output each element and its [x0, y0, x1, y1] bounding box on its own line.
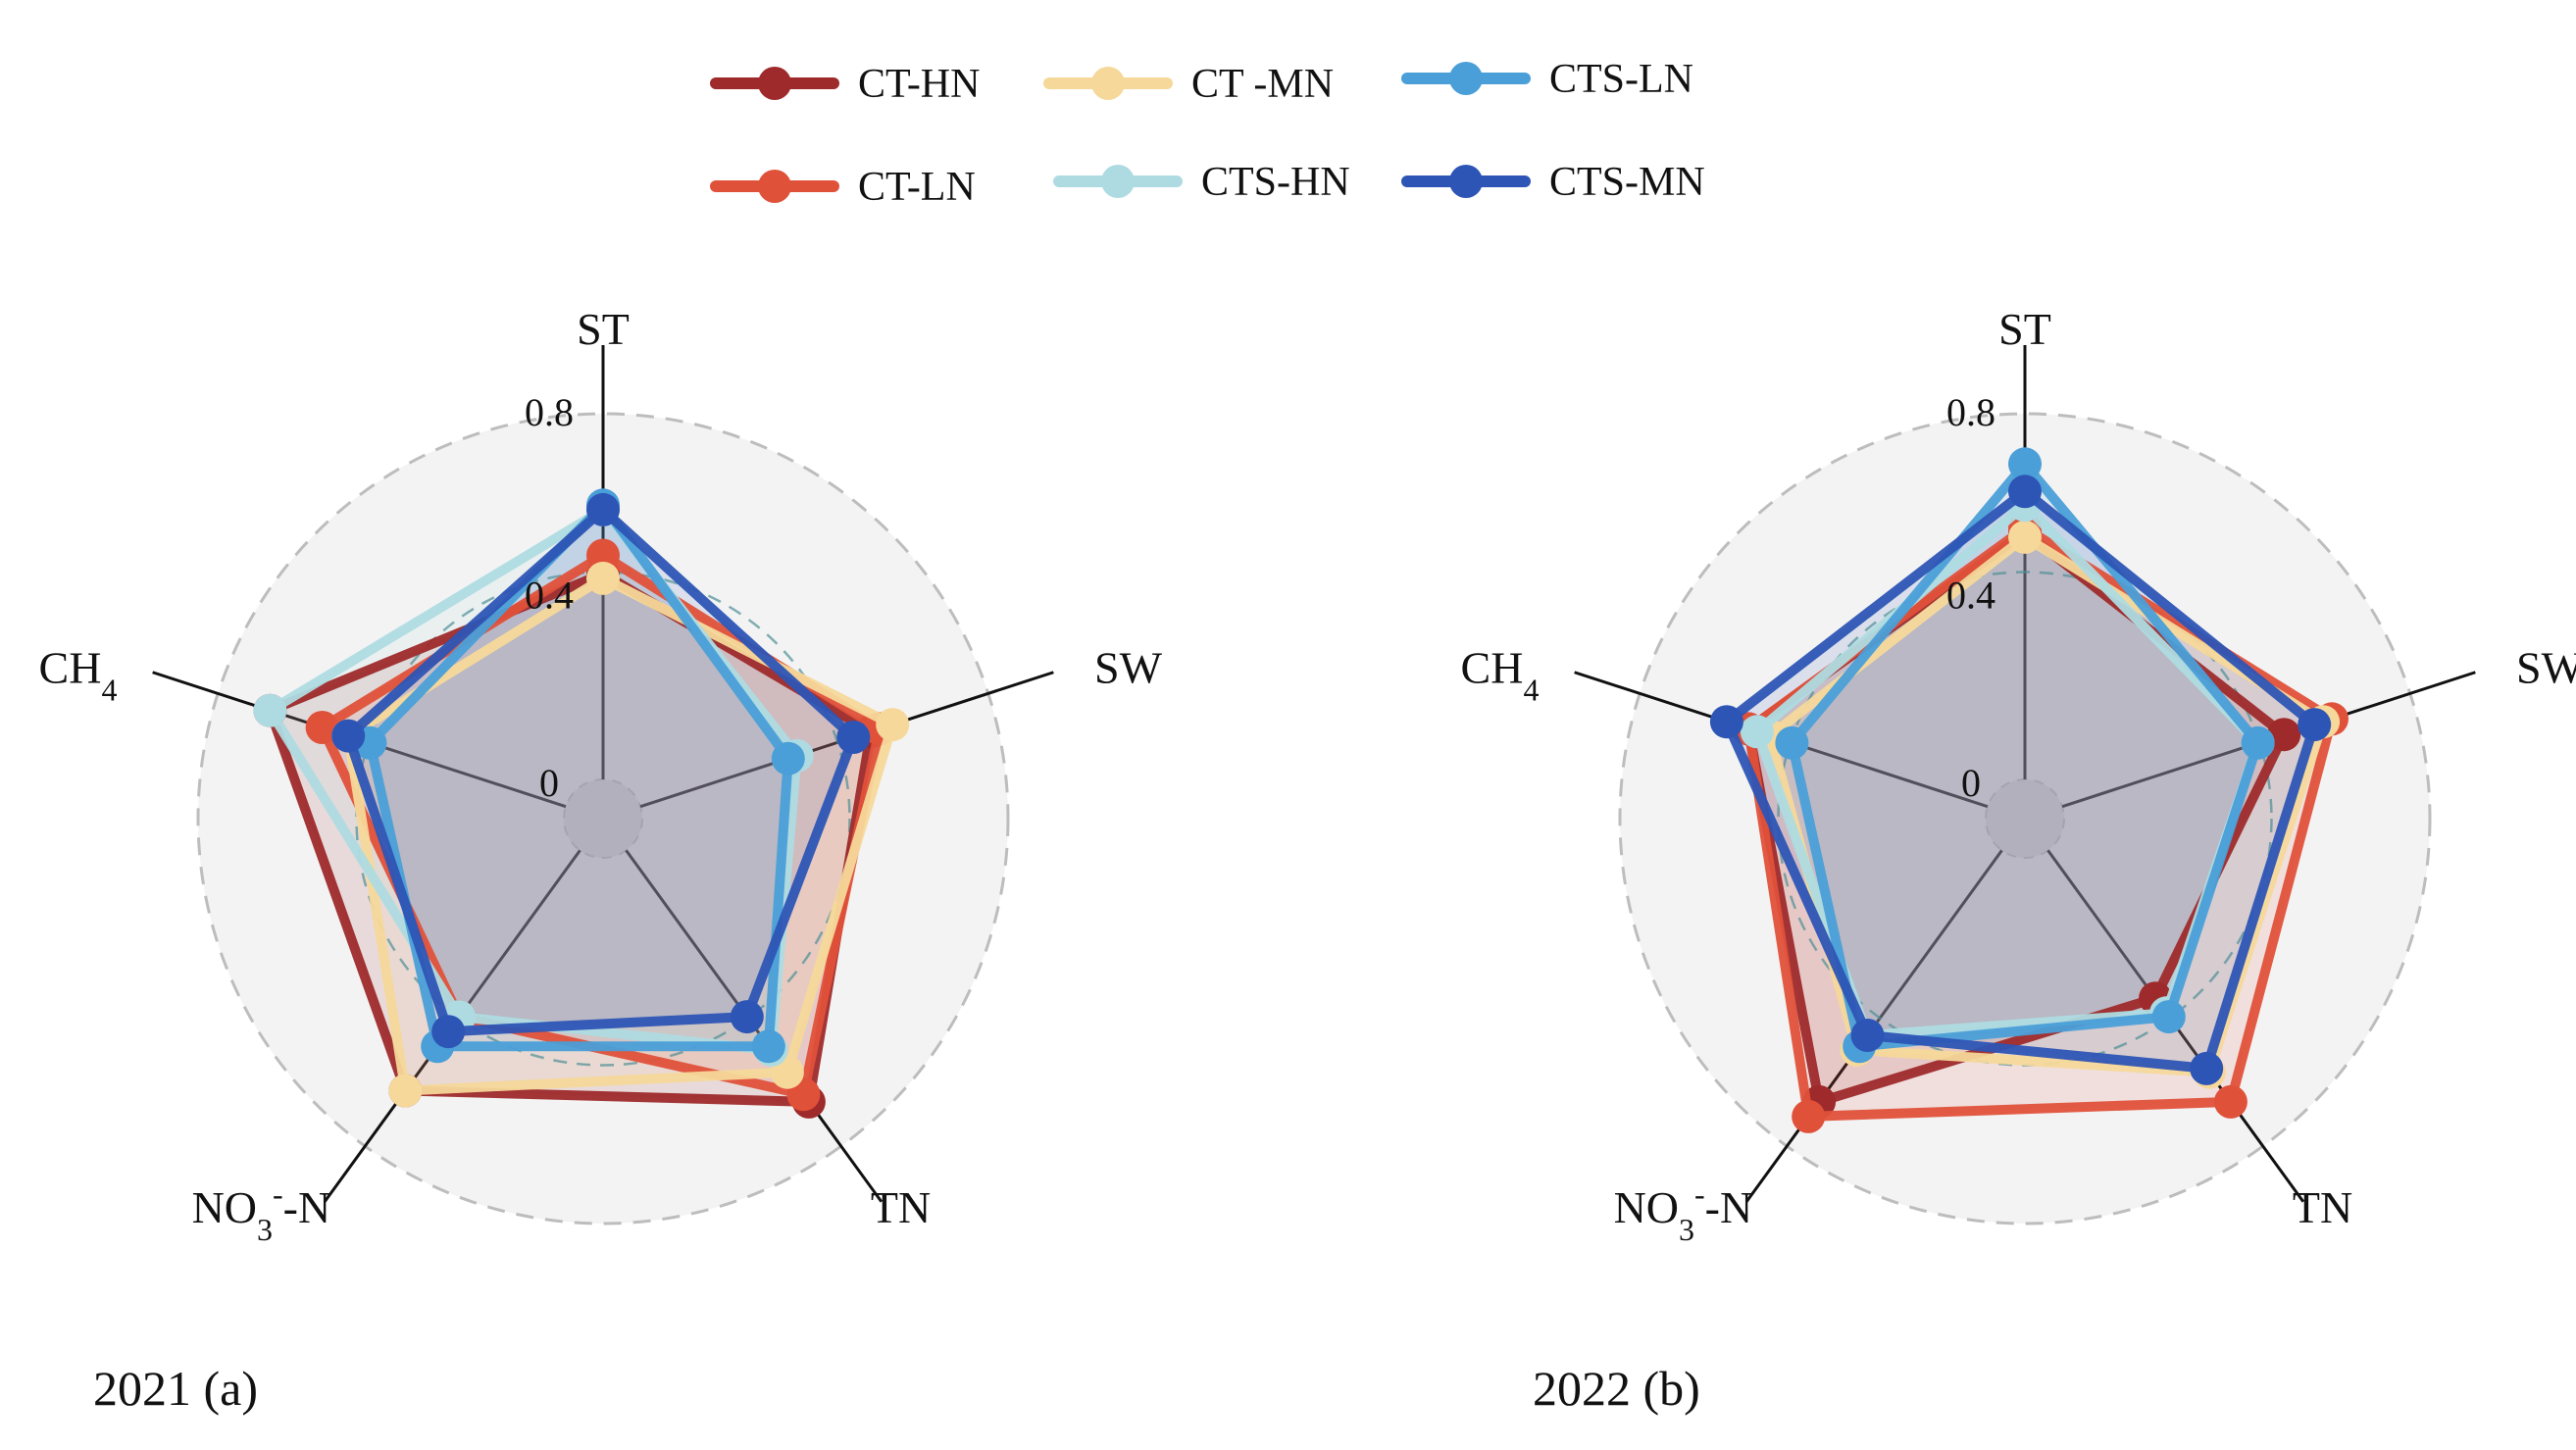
legend-item-cts-ln: CTS-LN — [1401, 57, 1693, 102]
series-cts-mn — [1709, 475, 2332, 1085]
data-point-cts-hn-ch4 — [253, 693, 287, 727]
series-line-ct-mn — [343, 573, 898, 1096]
tick-label: 0.8 — [525, 390, 574, 434]
data-point-cts-mn-tn — [2190, 1051, 2224, 1085]
legend-label-cts-hn: CTS-HN — [1201, 160, 1350, 205]
data-point-cts-ln-ch4 — [1775, 725, 1809, 760]
legend-item-ct-hn: CT-HN — [710, 62, 980, 107]
data-point-cts-mn-no3-n — [431, 1015, 466, 1049]
radar-panel-2022: 0 0.4 0.8ST SW TN NO3--N CH4 2022 (b) — [1461, 304, 2576, 1416]
series-line-cts-mn — [343, 504, 859, 1037]
data-point-cts-mn-st — [2008, 475, 2042, 509]
axis-label-sw: SW — [1094, 643, 1163, 693]
data-point-ct-ln-tn — [2213, 1084, 2248, 1119]
tick-label: 0 — [1961, 761, 1981, 805]
data-point-cts-mn-no3-n — [1850, 1019, 1885, 1052]
legend: CT-HN CT -MN CTS-LN CT-LN CTS-HN CTS-MN — [710, 57, 1705, 210]
series-line-cts-ln — [365, 500, 793, 1052]
legend-label-ct-mn: CT -MN — [1191, 62, 1334, 107]
axis-label-tn: TN — [2293, 1182, 2352, 1232]
axis-label-st: ST — [577, 304, 630, 354]
data-point-ct-hn-sw — [2267, 718, 2301, 752]
data-point-cts-mn-tn — [730, 1000, 764, 1034]
legend-marker-ct-hn — [758, 67, 791, 100]
series-line-ct-hn — [265, 569, 877, 1107]
series-cts-mn — [331, 492, 871, 1049]
data-point-cts-mn-st — [586, 492, 620, 526]
axis-label-ch4: CH4 — [39, 643, 118, 708]
data-point-ct-mn-st — [586, 561, 620, 595]
legend-marker-cts-ln — [1449, 62, 1483, 95]
legend-item-ct-ln: CT-LN — [710, 165, 976, 210]
data-point-ct-ln-ch4 — [305, 711, 339, 744]
data-point-ct-mn-no3-n — [388, 1074, 423, 1108]
data-point-cts-ln-st — [2008, 447, 2042, 481]
data-point-cts-ln-sw — [2241, 725, 2275, 760]
data-point-cts-hn-ch4 — [1740, 715, 1774, 749]
axis-label-st: ST — [1998, 304, 2051, 354]
legend-item-cts-mn: CTS-MN — [1401, 160, 1705, 205]
axis-label-ch4: CH4 — [1461, 643, 1540, 708]
axis-label-sw: SW — [2516, 643, 2576, 693]
series-line-cts-hn — [265, 504, 802, 1056]
data-point-cts-ln-sw — [771, 741, 805, 775]
legend-label-cts-mn: CTS-MN — [1549, 160, 1705, 205]
axis-label-no3-n: NO3--N — [1614, 1176, 1753, 1247]
data-point-cts-ln-tn — [751, 1029, 785, 1064]
series-fill-ct-hn — [1748, 532, 2285, 1102]
data-point-ct-mn-sw — [876, 708, 910, 742]
series-cts-ln — [1775, 447, 2275, 1064]
legend-item-ct-mn: CT -MN — [1043, 62, 1334, 107]
legend-marker-cts-mn — [1449, 165, 1483, 198]
data-point-cts-ln-tn — [2151, 1000, 2186, 1034]
panel-label: 2021 (a) — [93, 1361, 258, 1416]
legend-label-ct-ln: CT-LN — [858, 165, 976, 210]
data-point-cts-mn-sw — [2298, 708, 2332, 742]
data-point-cts-mn-sw — [836, 721, 871, 754]
radar-panel-2021: 0 0.4 0.8ST SW TN NO3--N CH4 2021 (a) — [39, 304, 1163, 1416]
tick-label: 0.4 — [1946, 574, 1995, 618]
legend-item-cts-hn: CTS-HN — [1053, 160, 1350, 205]
data-point-cts-mn-ch4 — [331, 719, 366, 753]
legend-marker-ct-ln — [758, 170, 791, 203]
legend-label-ct-hn: CT-HN — [858, 62, 980, 107]
axis-label-tn: TN — [871, 1182, 931, 1232]
axis-label-no3-n: NO3--N — [192, 1176, 331, 1247]
tick-label: 0.8 — [1946, 390, 1995, 434]
legend-marker-cts-hn — [1101, 165, 1135, 198]
tick-label: 0 — [539, 761, 559, 805]
data-point-ct-ln-no3-n — [1792, 1099, 1826, 1133]
legend-marker-ct-mn — [1091, 67, 1125, 100]
data-point-cts-mn-ch4 — [1709, 705, 1743, 739]
series-line-cts-ln — [1787, 459, 2263, 1052]
data-point-ct-mn-st — [2008, 520, 2042, 554]
tick-label: 0.4 — [525, 574, 574, 618]
series-line-cts-mn — [1721, 486, 2320, 1074]
data-point-ct-ln-st — [586, 538, 620, 573]
panel-label: 2022 (b) — [1533, 1361, 1700, 1416]
legend-label-cts-ln: CTS-LN — [1549, 57, 1693, 102]
